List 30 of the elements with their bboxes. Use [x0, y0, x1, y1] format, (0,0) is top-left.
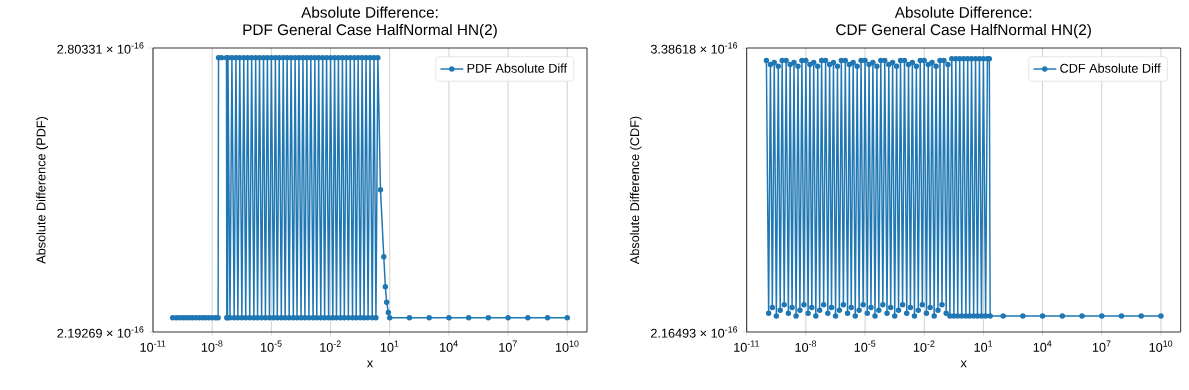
x-tick-label: 10$^{10}$: [1149, 340, 1173, 352]
y-tick-label: 2.19269 × 10$^{-16}$: [57, 326, 144, 338]
x-tick-label: 10$^{-8}$: [795, 340, 817, 352]
x-tick-label: 10$^{-5}$: [261, 340, 282, 352]
x-tick-label: 10$^{-11}$: [734, 340, 760, 352]
chart-subtitle: PDF General Case HalfNormal HN(2): [243, 23, 497, 39]
y-tick-label: 3.38618 × 10$^{-16}$: [650, 42, 738, 54]
x-tick-label: 10$^{1}$: [380, 340, 399, 352]
chart-title: Absolute Difference:: [894, 6, 1032, 18]
y-tick-label: 2.80331 × 10$^{-16}$: [57, 42, 144, 54]
x-tick-label: 10$^{-8}$: [201, 340, 223, 352]
chart-title: Absolute Difference:: [301, 6, 438, 18]
legend-label: PDF Absolute Diff: [467, 63, 568, 73]
x-tick-label: 10$^{1}$: [974, 340, 993, 352]
chart-subtitle: CDF General Case HalfNormal HN(2): [836, 23, 1091, 39]
x-tick-label: 10$^{-11}$: [140, 340, 166, 352]
x-tick-label: 10$^{10}$: [555, 340, 579, 352]
x-tick-label: 10$^{-5}$: [854, 340, 876, 352]
x-tick-label: 10$^{-2}$: [320, 340, 341, 352]
x-tick-label: 10$^{7}$: [1092, 340, 1111, 352]
x-axis-title: x: [366, 360, 374, 368]
x-tick-label: 10$^{4}$: [440, 340, 458, 352]
x-tick-label: 10$^{4}$: [1033, 340, 1052, 352]
y-tick-label: 2.16493 × 10$^{-16}$: [651, 326, 738, 338]
legend-label: CDF Absolute Diff: [1060, 63, 1161, 73]
x-tick-label: 10$^{7}$: [499, 340, 517, 352]
x-axis-title: x: [960, 360, 967, 368]
y-axis-title: Absolute Difference (PDF): [36, 117, 48, 264]
y-axis-title: Absolute Difference (CDF): [629, 116, 642, 265]
x-tick-label: 10$^{-2}$: [913, 340, 935, 352]
